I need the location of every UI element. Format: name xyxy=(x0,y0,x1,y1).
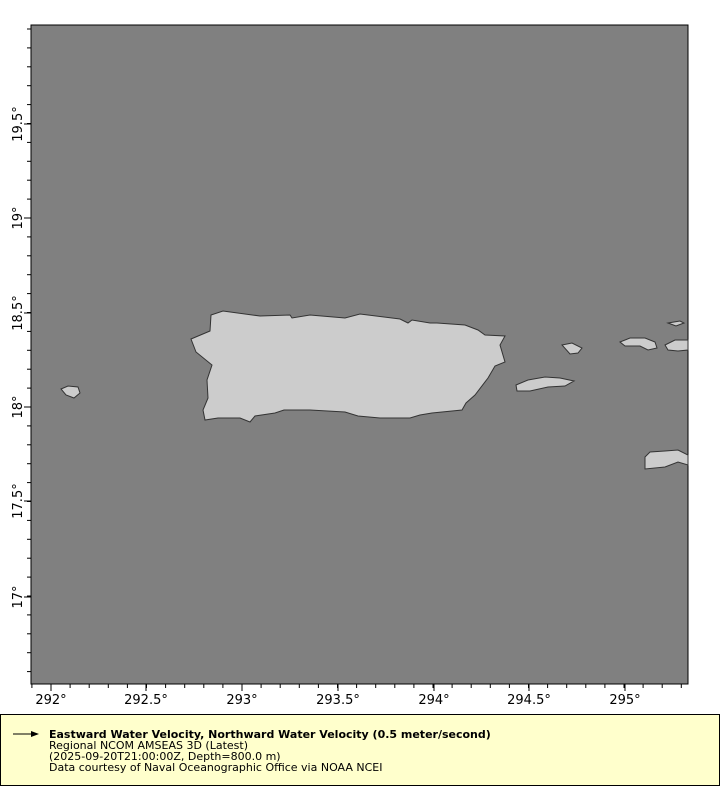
land-masses xyxy=(60,310,689,470)
y-tick-label: 17° xyxy=(11,585,26,608)
legend: Eastward Water Velocity, Northward Water… xyxy=(0,714,720,786)
y-tick-label: 18.5° xyxy=(11,295,26,330)
legend-credit: Data courtesy of Naval Oceanographic Off… xyxy=(49,761,383,774)
land-puerto-rico xyxy=(190,310,506,423)
y-tick-label: 19.5° xyxy=(11,106,26,141)
y-tick-label: 19° xyxy=(11,206,26,229)
x-tick-label: 295° xyxy=(609,693,640,708)
legend-dataset: Regional NCOM AMSEAS 3D (Latest) xyxy=(49,739,248,752)
legend-title: Eastward Water Velocity, Northward Water… xyxy=(49,728,491,741)
x-tick-label: 293.5° xyxy=(316,693,360,708)
land-vieques xyxy=(515,376,576,392)
land-culebra xyxy=(561,342,583,355)
x-tick-label: 294.5° xyxy=(507,693,551,708)
land-st-thomas xyxy=(619,337,658,351)
map-plot: 292° 292.5° 293° 293.5° 294° 294.5° 295° 19.5° 1… xyxy=(11,24,689,708)
land-tortola xyxy=(666,320,686,327)
land-st-john xyxy=(664,339,689,352)
vector-arrow-icon xyxy=(13,731,39,737)
x-tick-label: 292.5° xyxy=(124,693,168,708)
land-mona-island xyxy=(60,385,81,399)
y-tick-label: 17.5° xyxy=(11,483,26,518)
y-tick-label: 18° xyxy=(11,395,26,418)
land-st-croix xyxy=(644,449,689,470)
x-tick-label: 292° xyxy=(35,693,66,708)
axis-ticks: 292° 292.5° 293° 293.5° 294° 294.5° 295° 19.5° 1… xyxy=(11,28,682,708)
legend-time-depth: (2025-09-20T21:00:00Z, Depth=800.0 m) xyxy=(49,750,281,763)
x-tick-label: 294° xyxy=(418,693,449,708)
x-tick-label: 293° xyxy=(226,693,257,708)
